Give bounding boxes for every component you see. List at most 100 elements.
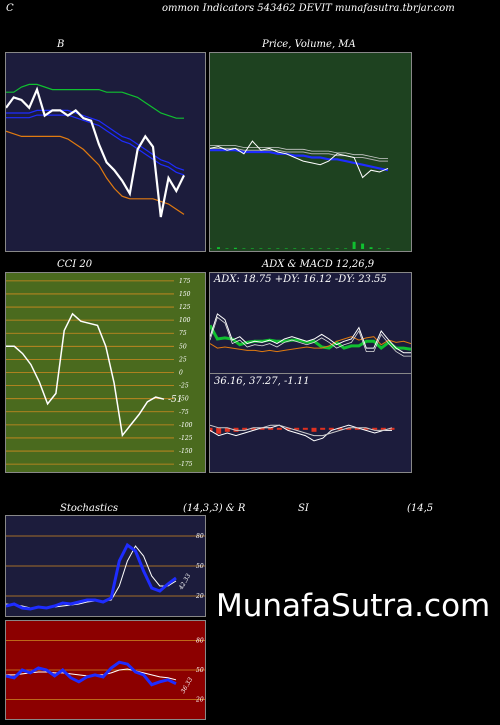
macd-hist-bar <box>250 427 256 430</box>
price-ma-chart <box>210 140 390 249</box>
volume-bar <box>284 248 288 249</box>
macd-hist-bar <box>337 427 343 430</box>
adx-line-2 <box>210 313 411 354</box>
stochastics-panel: 80 50 20 42.33 <box>5 515 206 617</box>
volume-bar <box>225 248 229 249</box>
volume-bar <box>301 248 305 249</box>
stoch-tick-label: 20 <box>195 593 204 600</box>
cci-panel: 175 150 125 100 75 50 25 0 -25 -50 -75 -100 -125 -150… <box>5 272 206 473</box>
bollinger-line-3 <box>6 86 185 218</box>
volume-bar <box>216 247 220 249</box>
price-ma-panel <box>209 52 412 252</box>
stoch-k-line <box>6 542 177 611</box>
macd-hist-bar <box>320 427 326 430</box>
macd-line <box>210 424 392 442</box>
cci-tick-label: 25 <box>178 356 187 363</box>
cci-title: CCI 20 <box>57 259 93 270</box>
rsi-tick-label: 80 <box>196 638 204 645</box>
bollinger-line-1-b <box>6 114 185 176</box>
volume-bar <box>352 241 356 249</box>
volume-bar <box>318 248 322 249</box>
volume-bar <box>335 248 339 249</box>
macd-hist-bar <box>276 427 282 430</box>
volume-bar <box>259 248 263 249</box>
macd-hist-bar <box>363 427 369 430</box>
volume-bar <box>369 247 373 249</box>
macd-hist-bar <box>224 427 230 432</box>
rsi-last-label: 36.33 <box>180 676 195 695</box>
macd-hist-bar <box>242 427 248 430</box>
price-line-1 <box>210 147 388 162</box>
macd-panel: 36.16, 37.27, -1.11 <box>209 373 412 473</box>
macd-hist-bar <box>389 427 395 430</box>
volume-bar <box>276 248 280 249</box>
stoch-last-label: 42.33 <box>177 572 192 591</box>
volume-bar <box>378 248 382 249</box>
volume-bar <box>250 248 254 249</box>
volume-bar <box>293 248 297 249</box>
bollinger-title: B <box>57 39 65 50</box>
stoch-tick-label: 80 <box>196 533 204 540</box>
rsi-tick-label: 50 <box>196 667 204 674</box>
cci-tick-label: 150 <box>179 291 191 298</box>
cci-tick-label: -150 <box>179 448 193 455</box>
rsi-params: (14,5 <box>407 503 434 514</box>
cci-tick-label: 75 <box>179 330 187 337</box>
macd-hist-bar <box>216 427 222 434</box>
cci-tick-label: -125 <box>179 435 193 442</box>
volume-bar <box>361 243 365 249</box>
macd-hist-bar <box>311 427 317 432</box>
adx-panel: ADX: 18.75 +DY: 16.12 -DY: 23.55 <box>209 272 412 374</box>
bollinger-line-2 <box>6 130 185 215</box>
macd-hist-bar <box>328 427 334 430</box>
stochastics-title: Stochastics <box>60 503 118 514</box>
volume-bar <box>242 248 246 249</box>
cci-tick-label: -175 <box>179 461 193 468</box>
stoch-tick-label: 50 <box>196 563 204 570</box>
volume-bar <box>327 248 331 249</box>
macd-values: 36.16, 37.27, -1.11 <box>214 376 310 387</box>
price-line-0 <box>210 149 389 172</box>
cci-last-label: -51 <box>168 395 183 405</box>
stochastics-params: (14,3,3) & R <box>183 503 246 514</box>
macd-hist-bar <box>285 427 291 430</box>
header-left: C <box>6 3 14 14</box>
cci-tick-label: -50 <box>179 396 189 403</box>
cci-tick-label: 175 <box>179 278 191 285</box>
bollinger-line-0 <box>6 83 184 119</box>
adx-chart <box>210 313 411 357</box>
macd-hist-bar <box>380 427 386 430</box>
header-center: ommon Indicators 543462 DEVIT munafasutr… <box>162 3 455 14</box>
bollinger-panel <box>5 52 206 252</box>
macd-hist-bar <box>346 427 352 430</box>
macd-signal-line <box>210 424 393 437</box>
rsi-panel: 80 50 20 36.33 <box>5 620 206 720</box>
price-line-1-b <box>210 145 388 159</box>
cci-line <box>6 312 165 438</box>
volume-bar <box>267 248 271 249</box>
macd-chart <box>210 424 395 442</box>
cci-tick-label: 50 <box>179 343 187 350</box>
price-line-2 <box>210 140 389 179</box>
cci-tick-label: 125 <box>179 304 191 311</box>
rsi-tick-label: 20 <box>195 696 204 703</box>
macd-hist-bar <box>294 427 300 430</box>
watermark: MunafaSutra.com <box>216 588 491 624</box>
cci-tick-label: -25 <box>179 383 189 390</box>
volume-bar <box>210 248 212 249</box>
volume-bar <box>344 248 348 249</box>
macd-hist-bar <box>210 427 213 432</box>
macd-hist-bar <box>372 427 378 430</box>
volume-bar <box>233 247 237 249</box>
volume-bar <box>310 248 314 249</box>
rsi-line <box>6 660 177 687</box>
bollinger-chart <box>6 83 185 218</box>
cci-tick-label: -100 <box>179 422 193 429</box>
volume-bar <box>386 248 390 249</box>
adx-macd-title: ADX & MACD 12,26,9 <box>262 259 375 270</box>
cci-tick-label: -75 <box>179 409 189 416</box>
adx-values: ADX: 18.75 +DY: 16.12 -DY: 23.55 <box>214 274 387 285</box>
macd-hist-bar <box>354 427 360 430</box>
